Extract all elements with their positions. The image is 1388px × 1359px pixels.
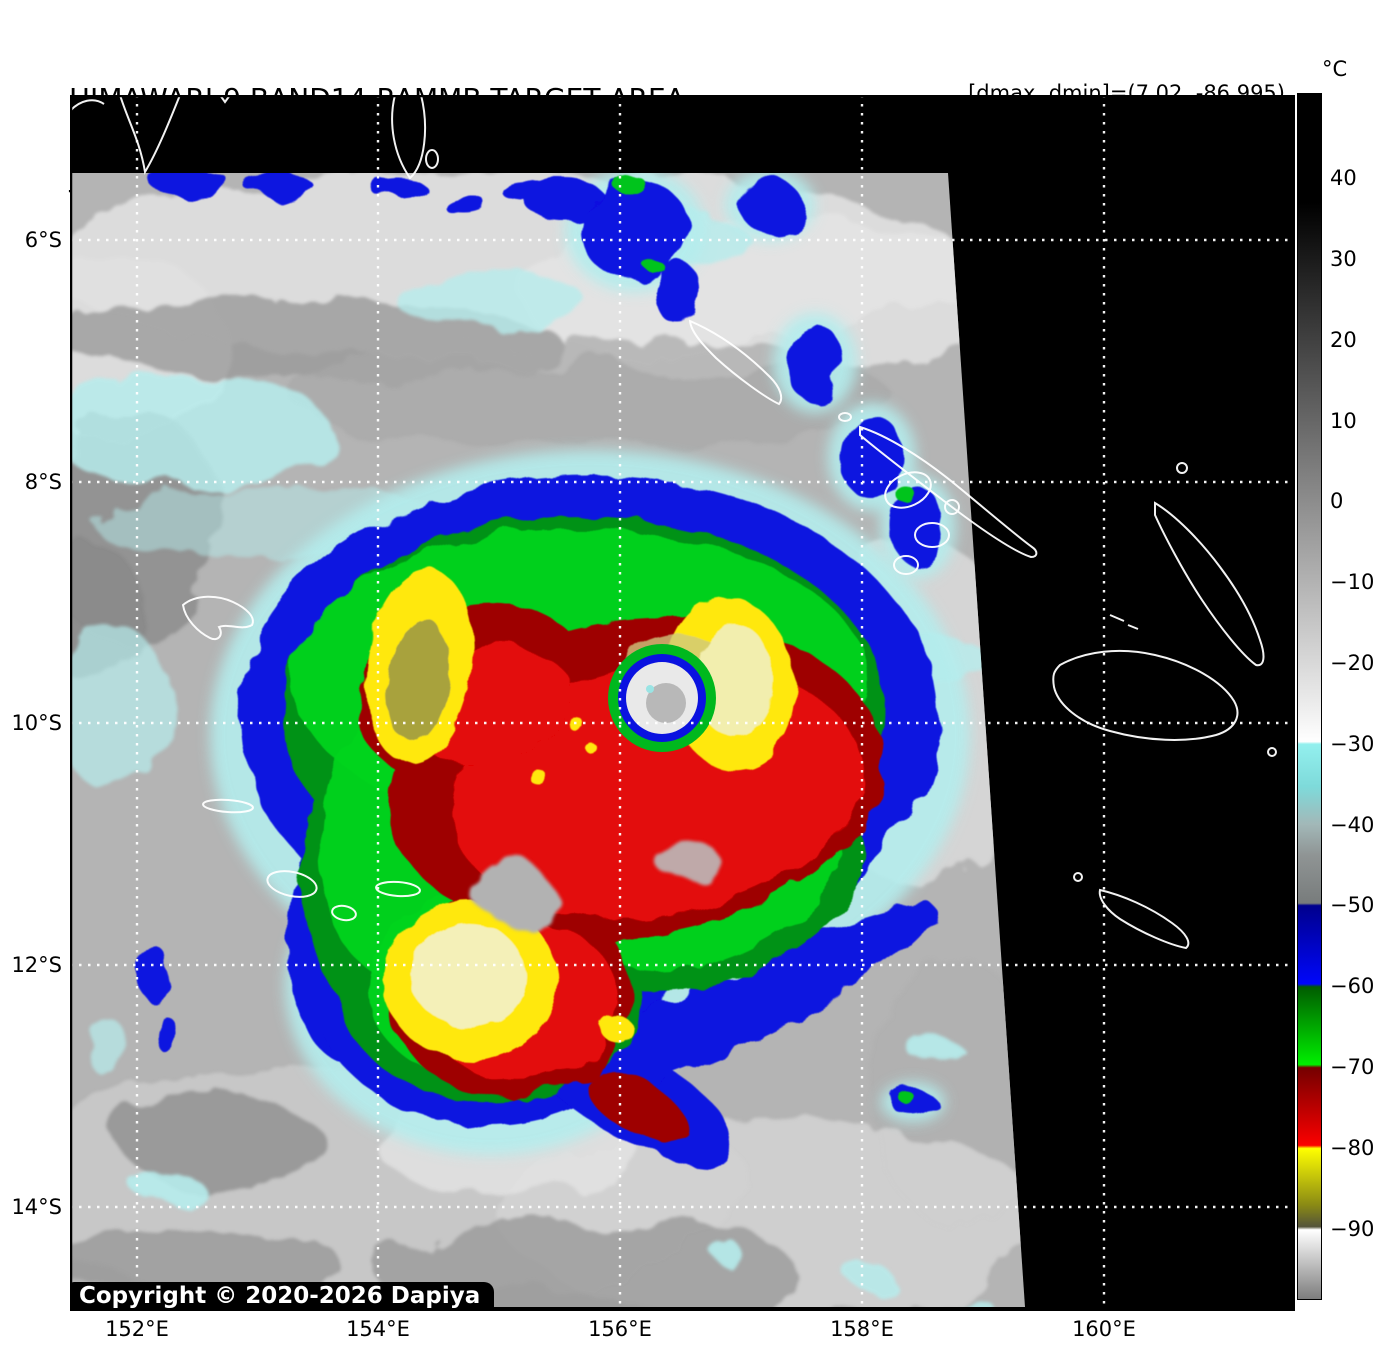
graticule xyxy=(70,95,1295,1311)
lat-label: 14°S xyxy=(11,1195,62,1219)
cyclone xyxy=(210,450,970,1161)
plot-frame xyxy=(70,95,1295,1311)
copyright-badge: Copyright © 2020-2026 Dapiya xyxy=(70,1282,495,1311)
lon-label: 156°E xyxy=(588,1317,652,1341)
colorbar-tick: −60 xyxy=(1330,974,1375,998)
lon-label: 160°E xyxy=(1072,1317,1136,1341)
colorbar-tick: −50 xyxy=(1330,893,1375,917)
warm-gap-clouds xyxy=(475,839,718,923)
lon-label: 152°E xyxy=(105,1317,169,1341)
colorbar-tick: 40 xyxy=(1330,166,1357,190)
colorbar-tick: −40 xyxy=(1330,813,1375,837)
colorbar-tick: −90 xyxy=(1330,1217,1375,1241)
data-swath xyxy=(70,173,1025,1307)
lat-label: 12°S xyxy=(11,953,62,977)
lat-label: 8°S xyxy=(24,470,62,494)
map-canvas xyxy=(70,95,1295,1311)
colorbar xyxy=(1297,93,1322,1300)
cyclone-eye xyxy=(608,644,716,752)
scattered-cold-patches xyxy=(139,173,956,1122)
lon-label: 154°E xyxy=(346,1317,410,1341)
lat-label: 6°S xyxy=(24,228,62,252)
coastlines xyxy=(70,95,1277,950)
colorbar-tick: −80 xyxy=(1330,1136,1375,1160)
colorbar-tick: −10 xyxy=(1330,570,1375,594)
colorbar-tick: −30 xyxy=(1330,732,1375,756)
colorbar-tick: 10 xyxy=(1330,409,1357,433)
colorbar-tick: 0 xyxy=(1330,489,1344,513)
colorbar-tick: 20 xyxy=(1330,328,1357,352)
colorbar-unit-label: °C xyxy=(1322,57,1348,81)
colorbar-tick: −20 xyxy=(1330,651,1375,675)
lon-label: 158°E xyxy=(830,1317,894,1341)
colorbar-tick: −70 xyxy=(1330,1055,1375,1079)
lat-label: 10°S xyxy=(11,711,62,735)
colorbar-tick: 30 xyxy=(1330,247,1357,271)
